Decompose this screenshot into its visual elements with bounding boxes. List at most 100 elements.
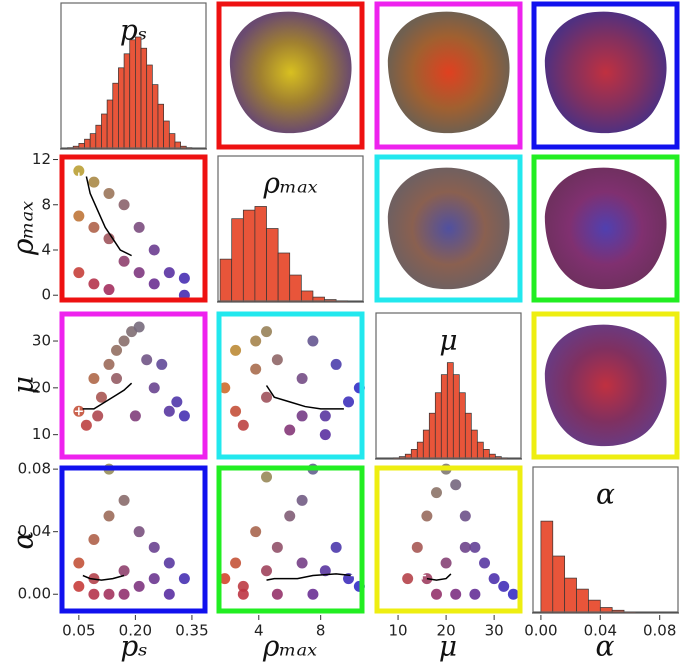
scatter-point <box>103 510 115 522</box>
scatter-point <box>296 410 308 422</box>
frame <box>59 465 208 614</box>
trend-line <box>266 573 352 581</box>
scatter-point <box>103 358 115 370</box>
x-tick-label: 0.35 <box>175 622 208 640</box>
scatter-point <box>148 541 160 553</box>
scatter-point <box>163 405 175 417</box>
histogram-bar <box>266 228 279 303</box>
frame <box>532 466 679 613</box>
histogram-bar <box>106 99 114 150</box>
y-tick-label: 8 <box>41 195 51 213</box>
x-tick-label: 10 <box>389 622 408 640</box>
scatter-point <box>307 588 319 600</box>
tumor-image <box>387 11 510 134</box>
scatter-point <box>148 278 160 290</box>
scatter-point <box>163 557 175 569</box>
scatter-point <box>103 284 115 296</box>
trend-line <box>426 573 452 581</box>
scatter-point <box>178 272 190 284</box>
scatter-point <box>296 494 308 506</box>
panel-frames <box>59 1 680 614</box>
scatter-point <box>237 419 249 431</box>
scatter-point <box>230 557 242 569</box>
scatter-point <box>296 372 308 384</box>
start-marker <box>74 407 83 416</box>
scatter-point <box>133 526 145 538</box>
x-tick-label: 0.08 <box>643 622 676 640</box>
x-tick-label: 0.05 <box>62 622 95 640</box>
frame <box>59 311 208 460</box>
scatter-point <box>219 382 231 394</box>
scatter-point <box>88 372 100 384</box>
scatter-point <box>133 221 145 233</box>
scatter-point <box>488 573 500 585</box>
tumor-image <box>544 324 667 447</box>
histogram-bar <box>135 36 142 150</box>
scatter-point <box>469 588 481 600</box>
scatter-point <box>319 429 331 441</box>
scatter-point <box>73 165 85 177</box>
trend-line <box>82 574 125 581</box>
y-tick-label: 0.00 <box>18 585 51 603</box>
x-axis-label: α <box>596 630 615 663</box>
histogram-title: α <box>596 478 615 511</box>
histogram-bar <box>242 209 256 303</box>
trend-line <box>82 382 133 410</box>
scatter-point <box>88 278 100 290</box>
tumor-image <box>544 167 667 290</box>
tumor-image <box>544 11 667 134</box>
histogram-bar <box>552 555 566 614</box>
histogram-bar <box>422 429 430 460</box>
histogram-bar <box>219 258 233 303</box>
scatter-point <box>163 588 175 600</box>
scatter-point <box>88 221 100 233</box>
scatter-point <box>73 580 85 592</box>
scatter-point <box>296 557 308 569</box>
frame <box>217 155 364 302</box>
scatter-point <box>95 391 107 403</box>
scatter-point <box>430 588 442 600</box>
y-tick-label: 12 <box>32 150 51 168</box>
scatter-point <box>88 176 100 188</box>
tumor-image <box>229 11 352 134</box>
scatter-point <box>156 358 168 370</box>
start-marker <box>418 571 427 580</box>
histogram-bar <box>168 133 176 150</box>
scatter-point <box>103 187 115 199</box>
histogram-title: ρₘₐₓ <box>262 167 317 200</box>
scatter-point <box>141 354 153 366</box>
scatter-point <box>118 199 130 211</box>
x-tick-label: 30 <box>485 622 504 640</box>
y-tick-label: 0 <box>41 286 51 304</box>
scatter-point <box>319 410 331 422</box>
histogram-bar <box>476 441 484 460</box>
scatter-point <box>73 210 85 222</box>
scatter-point <box>469 541 481 553</box>
scatter-point <box>271 588 283 600</box>
histogram-bar <box>289 274 302 303</box>
histogram-bar <box>277 252 291 303</box>
histogram-bar <box>123 53 131 150</box>
histogram-bar <box>163 120 170 150</box>
histogram-bar <box>464 412 472 460</box>
x-tick-label: 0.04 <box>584 622 617 640</box>
histogram-bar <box>140 47 148 150</box>
x-axis-label: pₛ <box>120 630 147 663</box>
histogram-bar <box>89 133 97 150</box>
scatter-point <box>118 588 130 600</box>
scatter-point <box>88 588 100 600</box>
scatter-point <box>88 534 100 545</box>
scatter-point <box>440 557 452 569</box>
scatter-point <box>148 244 160 256</box>
histogram-bar <box>588 599 601 614</box>
histogram-bar <box>231 218 244 303</box>
scatter-point <box>163 267 175 279</box>
scatter-point <box>111 344 123 356</box>
frame <box>531 154 680 303</box>
histogram-bar <box>452 374 460 460</box>
x-tick-label: 0.00 <box>524 622 557 640</box>
scatter-point <box>103 588 115 600</box>
scatter-point <box>111 372 123 384</box>
scatter-point <box>284 510 296 522</box>
